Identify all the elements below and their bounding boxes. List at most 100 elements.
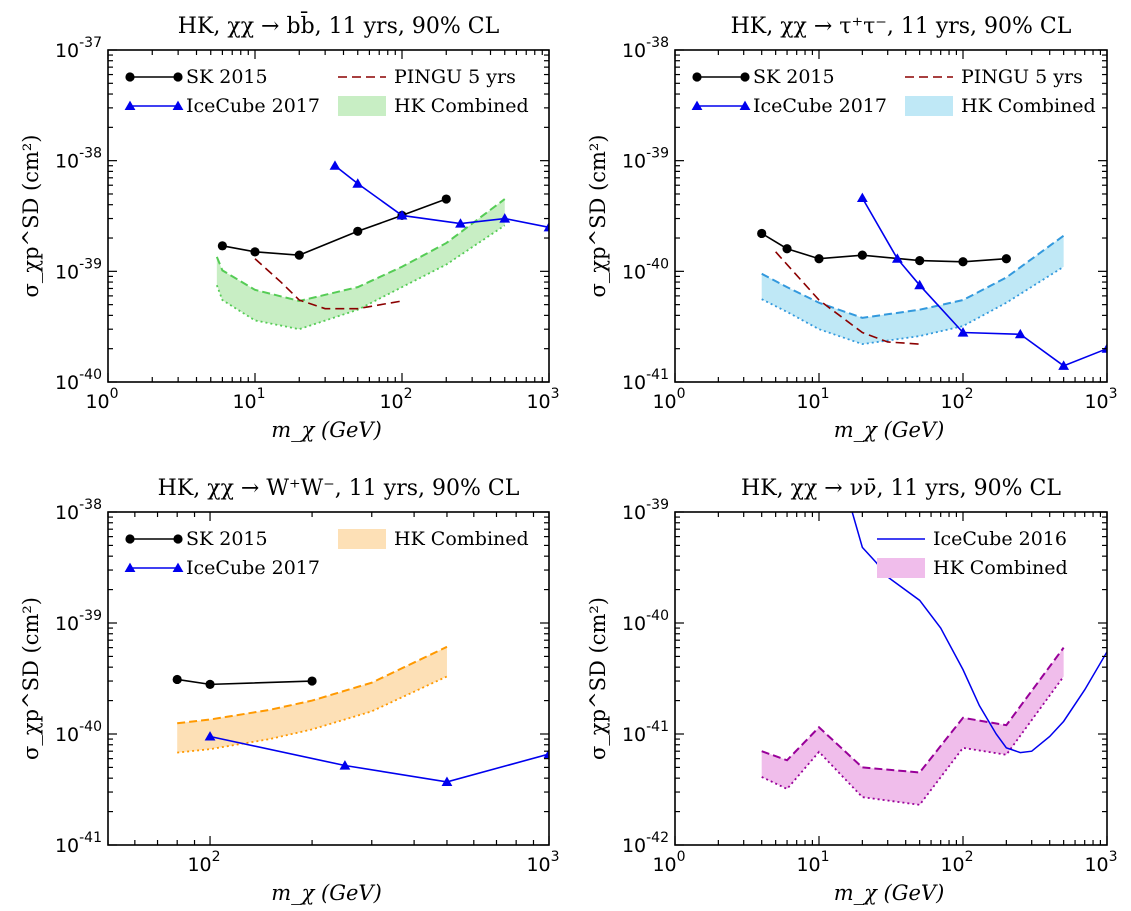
y-axis-label: σ_χp^SD (cm²) <box>586 597 610 760</box>
data-point <box>958 257 968 267</box>
y-tick-label: 10-40 <box>622 256 669 283</box>
band-fill <box>177 646 447 753</box>
legend-item: SK 2015 <box>692 66 835 88</box>
series-line <box>222 198 447 256</box>
band-upper-line <box>761 647 1065 774</box>
y-tick-label: 10-42 <box>622 830 669 857</box>
data-point <box>172 100 184 111</box>
legend-swatch <box>905 96 953 116</box>
y-axis-label: σ_χp^SD (cm²) <box>19 135 43 298</box>
data-point <box>204 731 216 741</box>
series-line <box>177 678 313 686</box>
data-point <box>856 192 868 203</box>
data-point <box>353 226 363 236</box>
series-line <box>209 735 549 783</box>
x-tick-label: 102 <box>940 386 973 413</box>
legend: SK 2015 IceCube 2017 PINGU 5 yrs HK Combine… <box>124 66 529 117</box>
band-fill <box>761 235 1064 345</box>
legend: SK 2015 IceCube 2017 HK Combined <box>124 528 529 579</box>
legend: SK 2015 IceCube 2017 PINGU 5 yrs HK Combine… <box>691 66 1096 117</box>
data-point <box>499 213 511 223</box>
data-point <box>205 679 215 689</box>
chart-panel-4: 100 101 102 103 10-42 10-41 10-40 10-39 HK, χχ →… <box>586 476 1118 905</box>
plot-frame <box>107 511 550 846</box>
y-tick-label: 10-40 <box>55 719 102 746</box>
data-point <box>740 72 750 82</box>
data-point <box>915 256 925 266</box>
y-tick-label: 10-38 <box>55 497 102 524</box>
series-line <box>254 258 403 310</box>
series-line <box>861 197 1107 367</box>
legend-label: IceCube 2017 <box>186 557 320 579</box>
legend-item: SK 2015 <box>125 66 268 88</box>
x-tick-label: 103 <box>526 849 559 876</box>
y-tick-label: 10-41 <box>55 830 102 857</box>
data-point <box>957 327 969 337</box>
band-upper-line <box>177 645 448 725</box>
legend-item: IceCube 2016 <box>877 528 1067 550</box>
y-tick-label: 10-40 <box>622 608 669 635</box>
data-point <box>441 194 451 204</box>
data-point <box>1101 343 1107 353</box>
y-tick-label: 10-40 <box>55 367 102 394</box>
legend-item: PINGU 5 yrs <box>905 66 1083 88</box>
x-tick-label: 103 <box>1084 386 1117 413</box>
legend-label: IceCube 2017 <box>753 95 887 117</box>
legend-label: HK Combined <box>394 95 529 117</box>
y-tick-label: 10-38 <box>622 35 669 62</box>
band-lower-line <box>177 675 448 754</box>
x-tick-label: 102 <box>379 386 412 413</box>
data-point <box>396 210 408 220</box>
data-point <box>329 160 341 170</box>
legend-label: SK 2015 <box>186 66 268 88</box>
y-tick-label: 10-38 <box>55 146 102 173</box>
data-point <box>352 178 364 188</box>
y-tick-label: 10-39 <box>55 256 102 283</box>
y-tick-label: 10-41 <box>622 367 669 394</box>
legend-swatch <box>338 529 386 549</box>
data-point <box>441 776 453 786</box>
data-point <box>814 254 824 264</box>
x-tick-label: 100 <box>85 386 118 413</box>
y-tick-label: 10-39 <box>622 497 669 524</box>
x-axis-label: m_χ (GeV) <box>834 881 945 905</box>
legend-item: PINGU 5 yrs <box>338 66 516 88</box>
data-point <box>914 279 926 290</box>
x-axis-label: m_χ (GeV) <box>834 418 945 442</box>
data-point <box>543 221 549 232</box>
chart-title: HK, χχ → νν̄, 11 yrs, 90% CL <box>741 476 1061 501</box>
band-lower-line <box>215 224 506 331</box>
x-tick-label: 101 <box>232 386 265 413</box>
data-point <box>172 674 182 685</box>
data-point <box>782 244 792 254</box>
legend-label: PINGU 5 yrs <box>394 66 516 88</box>
legend-swatch <box>338 96 386 116</box>
data-point <box>691 100 703 111</box>
data-point <box>455 218 466 228</box>
legend-label: IceCube 2016 <box>933 528 1067 550</box>
band-lower-line <box>761 675 1065 806</box>
data-point <box>1058 360 1070 370</box>
x-axis-label: m_χ (GeV) <box>271 881 382 905</box>
x-tick-label: 102 <box>940 849 973 876</box>
data-point <box>307 676 317 686</box>
data-point <box>1001 254 1011 264</box>
x-tick-label: 101 <box>796 386 829 413</box>
legend-label: SK 2015 <box>186 528 268 550</box>
legend-item: IceCube 2017 <box>124 95 320 117</box>
legend-item: SK 2015 <box>125 528 268 550</box>
legend-label: HK Combined <box>394 528 529 550</box>
x-tick-label: 101 <box>796 849 829 876</box>
x-tick-label: 100 <box>652 849 685 876</box>
data-point <box>124 100 136 111</box>
y-tick-label: 10-39 <box>622 146 669 173</box>
legend-item: HK Combined <box>877 557 1068 579</box>
data-point <box>757 228 767 239</box>
band-upper-line <box>761 234 1065 319</box>
legend-label: SK 2015 <box>753 66 835 88</box>
band-fill <box>761 647 1064 805</box>
x-tick-label: 102 <box>187 849 220 876</box>
data-point <box>739 100 751 111</box>
chart-panel-2: 100 101 102 103 10-41 10-40 10-39 10-38 HK, χχ →… <box>586 14 1118 442</box>
